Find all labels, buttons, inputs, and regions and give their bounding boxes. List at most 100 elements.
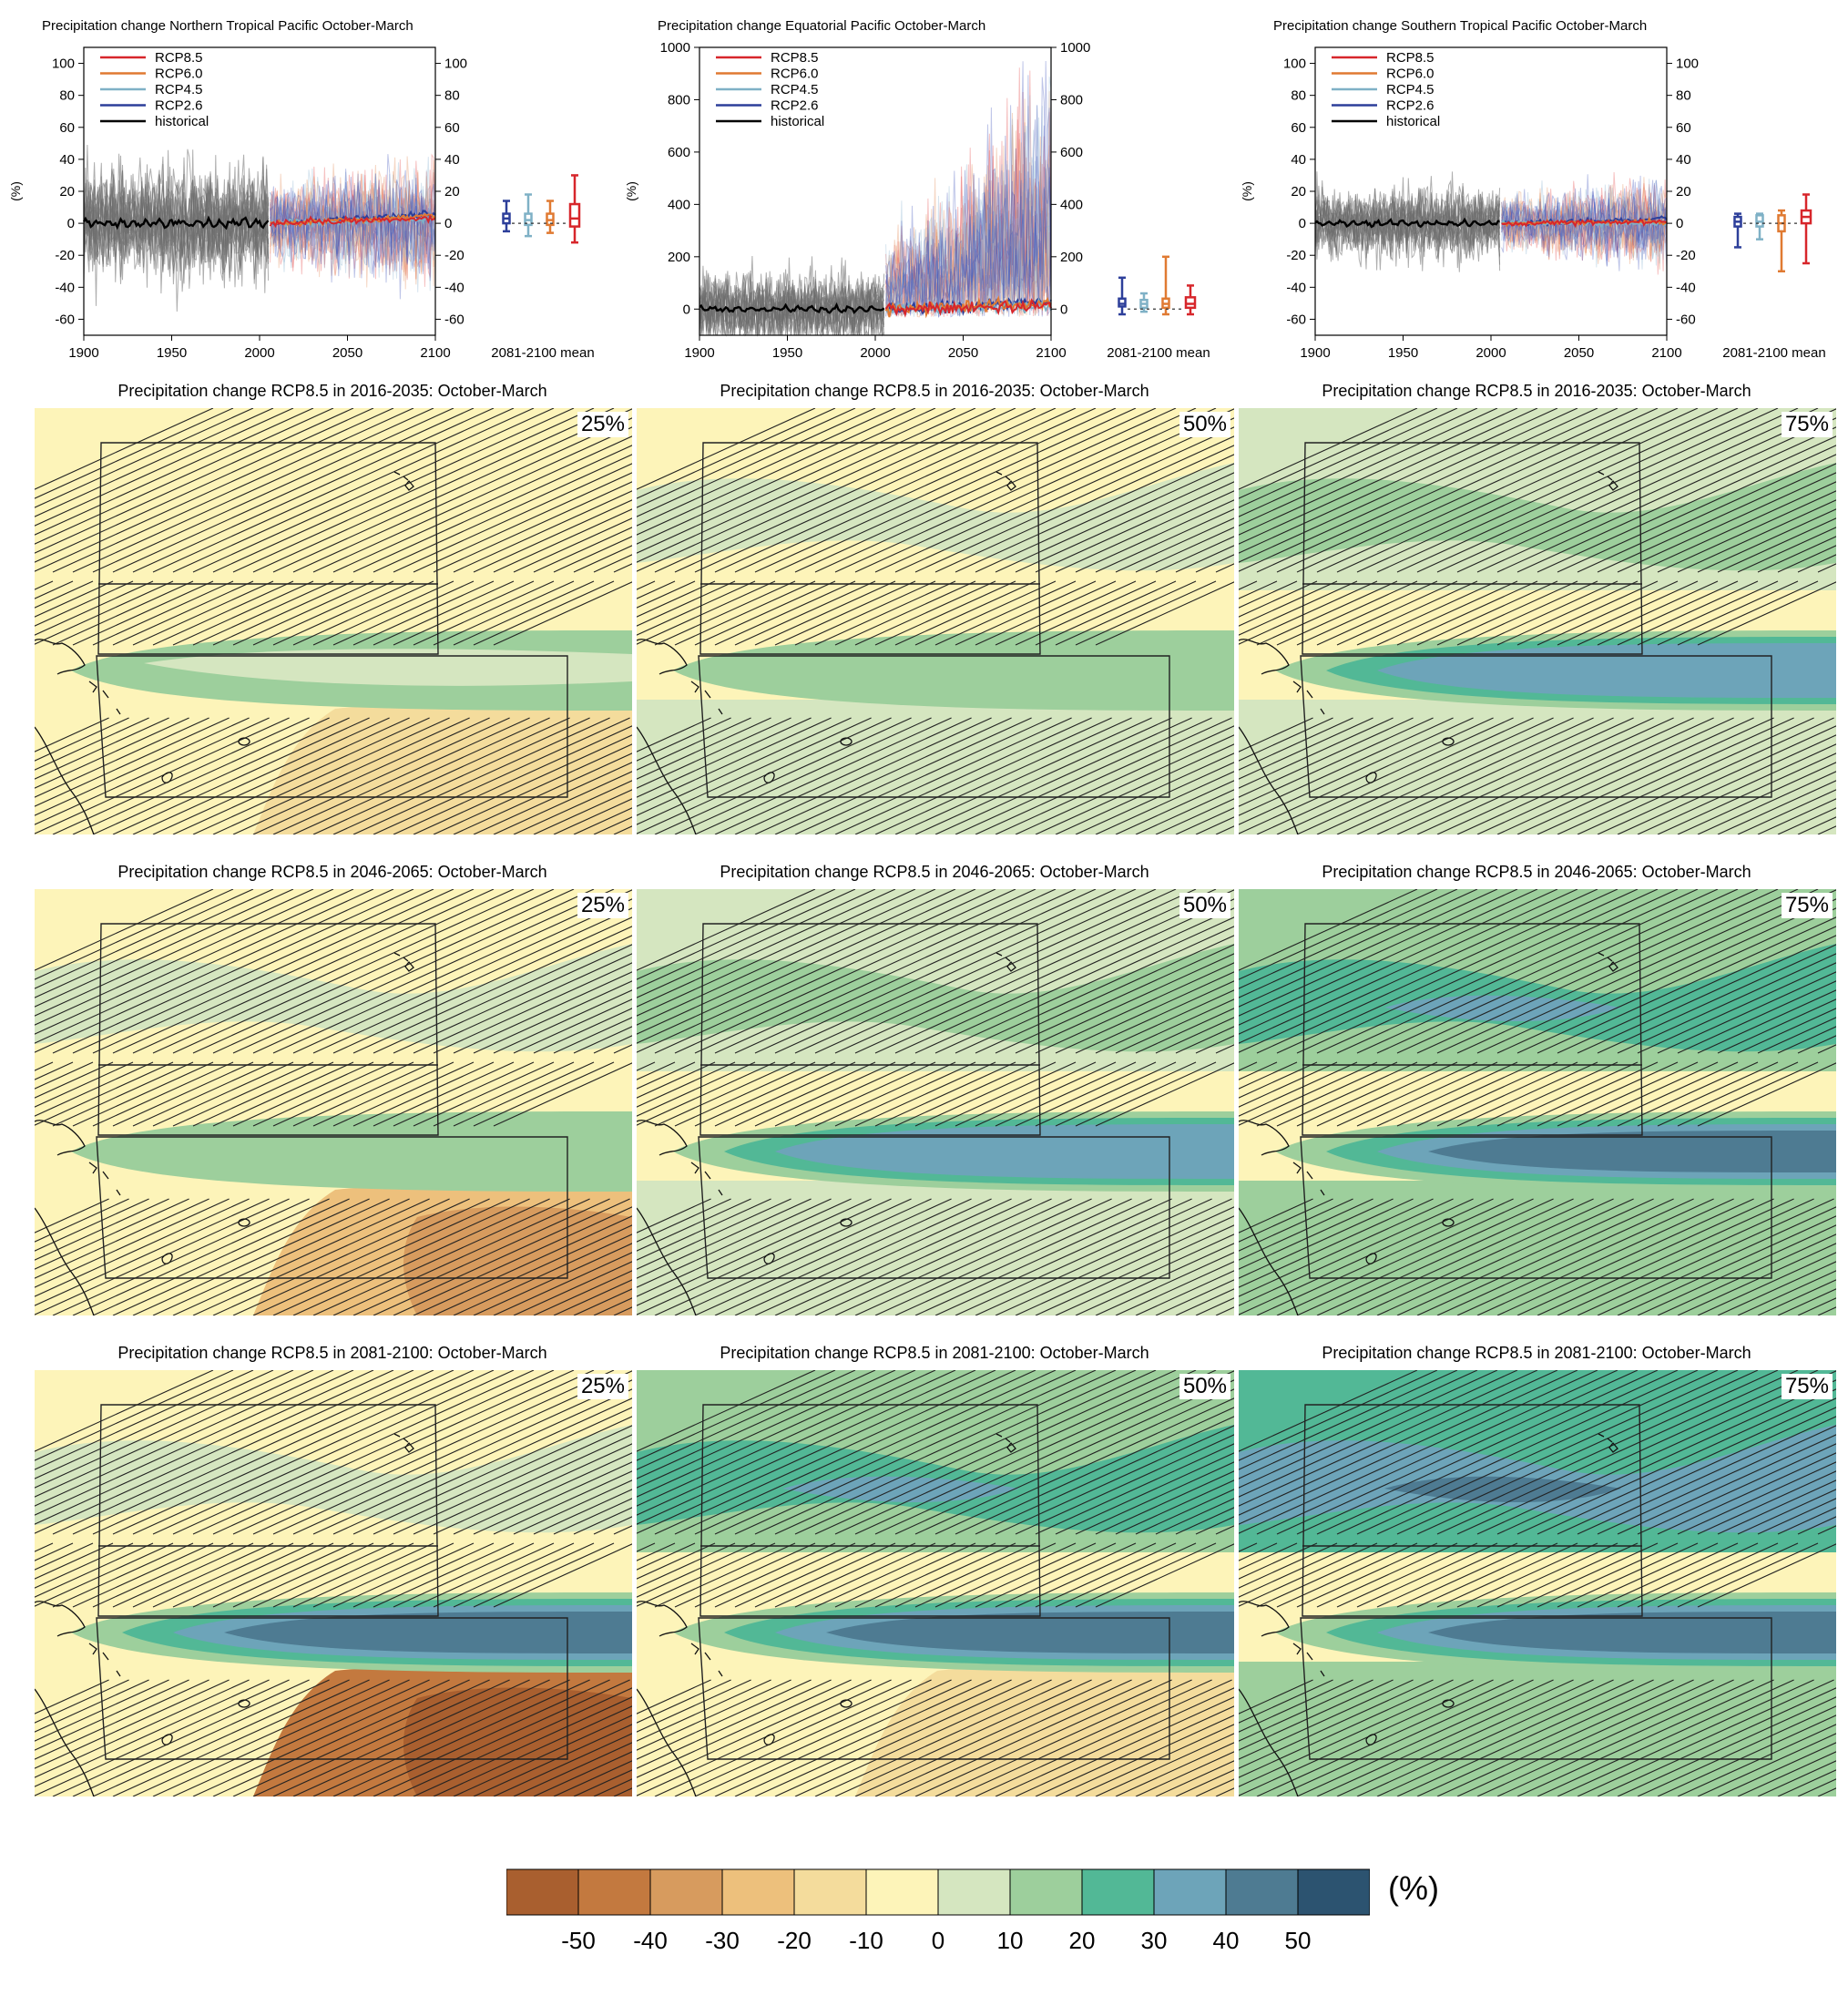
hatch-line xyxy=(52,889,414,1054)
hatch-line xyxy=(1476,1198,1734,1315)
hatch-line xyxy=(232,1061,374,1127)
hatch-line xyxy=(132,1542,274,1608)
hatch-line xyxy=(694,1679,952,1796)
map-hatching xyxy=(1239,1370,1836,1796)
hatch-line xyxy=(1637,1061,1779,1127)
hatch-line xyxy=(292,580,434,646)
hatch-line xyxy=(1637,1705,1836,1796)
hatch-line xyxy=(1015,734,1234,834)
hatch-line xyxy=(35,1061,74,1080)
hatch-line xyxy=(637,1061,736,1108)
hatch-line xyxy=(35,1679,189,1751)
coastline xyxy=(35,1207,95,1315)
ytick-label: -40 xyxy=(1676,280,1696,295)
hatch-line xyxy=(132,580,274,646)
scenario-member-line xyxy=(885,91,1052,317)
percentile-label: 75% xyxy=(1781,412,1833,437)
hatch-line xyxy=(35,1198,109,1233)
hatch-line xyxy=(553,1017,632,1054)
hatch-line xyxy=(1239,408,1538,545)
hatch-line xyxy=(35,408,274,517)
ytick-label: 40 xyxy=(444,152,460,168)
hatch-line xyxy=(533,1270,632,1315)
hatch-line xyxy=(473,499,632,573)
hatch-line xyxy=(1239,580,1318,618)
hatch-line xyxy=(132,408,495,573)
hatch-line xyxy=(1476,889,1836,1054)
hatch-line xyxy=(1396,717,1654,834)
hatch-line xyxy=(112,1679,370,1796)
hatch-line xyxy=(637,889,856,989)
colorbar-segment xyxy=(649,1868,723,1916)
ytick-label: 100 xyxy=(444,56,467,72)
scenario-member-line xyxy=(270,157,436,279)
scenario-member-line xyxy=(1501,193,1668,267)
hatch-line xyxy=(1015,1061,1157,1127)
ts-ylabel: (%) xyxy=(8,181,23,201)
hatch-line xyxy=(1075,980,1234,1054)
hatch-line xyxy=(734,580,876,646)
hatch-line xyxy=(513,1742,632,1796)
hatch-line xyxy=(1239,1370,1478,1479)
hatch-line xyxy=(312,1198,570,1315)
hatch-line xyxy=(1516,1061,1659,1127)
hatch-line xyxy=(453,1542,595,1608)
hatch-line xyxy=(1155,536,1234,573)
legend-label: RCP8.5 xyxy=(1386,50,1434,66)
colorbar-segment xyxy=(937,1868,1011,1916)
hatch-line xyxy=(1239,889,1598,1053)
hatch-line xyxy=(894,717,1152,834)
hatch-line xyxy=(35,1679,270,1787)
hatch-line xyxy=(1416,1542,1558,1608)
hatch-line xyxy=(292,1679,550,1796)
hatch-line xyxy=(413,472,632,573)
island-hawaii xyxy=(995,471,1016,491)
hatch-line xyxy=(674,1679,932,1796)
percentile-label: 25% xyxy=(577,1374,628,1399)
hatch-line xyxy=(734,889,1097,1054)
hatch-line xyxy=(1637,743,1836,834)
hatch-line xyxy=(914,1542,1057,1608)
hatch-line xyxy=(1239,408,1458,508)
hatch-line xyxy=(35,889,234,980)
map-equatorial-band xyxy=(71,1111,632,1192)
hatch-line xyxy=(35,1198,149,1252)
hatch-line xyxy=(433,1443,632,1535)
ytick-label: -60 xyxy=(55,312,75,327)
hatch-line xyxy=(794,1679,1052,1796)
xtick-label: 1900 xyxy=(684,345,714,361)
hatch-line xyxy=(814,1061,956,1127)
scenario-member-line xyxy=(885,135,1052,317)
hatch-line xyxy=(35,717,129,762)
hatch-line xyxy=(637,1061,696,1090)
hatch-line xyxy=(112,408,475,573)
hatch-line xyxy=(473,980,632,1054)
hatch-line xyxy=(1516,1679,1774,1796)
hatch-line xyxy=(674,580,816,646)
hatch-line xyxy=(1239,1198,1474,1306)
hatch-line xyxy=(393,1542,535,1608)
hatch-line xyxy=(995,1425,1234,1535)
hatch-line xyxy=(1577,580,1719,646)
hatch-line xyxy=(272,1679,530,1796)
hatch-line xyxy=(814,580,956,646)
map-equatorial-band xyxy=(144,649,632,686)
historical-mean-line xyxy=(699,302,885,314)
xtick-label: 2100 xyxy=(1651,345,1681,361)
percentile-label: 75% xyxy=(1781,1374,1833,1399)
hatch-line xyxy=(654,1542,796,1608)
hatch-line xyxy=(975,1416,1234,1535)
hatch-line xyxy=(734,1679,992,1796)
hatch-line xyxy=(1396,580,1538,646)
hatch-line xyxy=(1276,1061,1418,1127)
hatch-line xyxy=(332,916,632,1054)
hatch-line xyxy=(1537,916,1836,1054)
ytick-label: -60 xyxy=(1286,312,1306,327)
hatch-line xyxy=(1416,1679,1674,1796)
box-body xyxy=(1118,297,1127,308)
hatch-line xyxy=(35,408,294,527)
hatch-line xyxy=(393,463,632,573)
hatch-line xyxy=(934,1397,1234,1535)
hatch-line xyxy=(637,1370,936,1507)
hatch-line xyxy=(35,408,374,563)
